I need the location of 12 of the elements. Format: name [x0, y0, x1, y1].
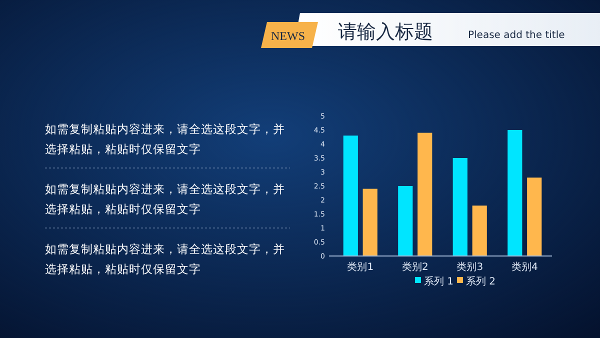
x-tick-label: 类别2: [402, 261, 428, 273]
text: 如需复制粘贴内容进来，请全选这段文字，并选择粘贴，粘贴时仅保留文字: [45, 242, 285, 276]
chart-title: 请输入标题: [338, 21, 433, 43]
legend-label: 系列 2: [466, 276, 496, 288]
text: 如需复制粘贴内容进来，请全选这段文字，并选择粘贴，粘贴时仅保留文字: [45, 122, 285, 156]
x-tick-label: 类别4: [511, 261, 538, 273]
text: 如需复制粘贴内容进来，请全选这段文字，并选择粘贴，粘贴时仅保留文字: [45, 182, 285, 216]
legend-label: 系列 1: [424, 276, 454, 288]
x-tick-label: 类别3: [456, 261, 484, 273]
x-tick-label: 类别1: [347, 261, 374, 273]
text: NEWS: [271, 29, 305, 43]
chart-subtitle: Please add the title: [468, 30, 565, 41]
